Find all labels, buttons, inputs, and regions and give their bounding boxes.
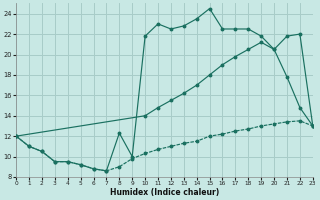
X-axis label: Humidex (Indice chaleur): Humidex (Indice chaleur) [110, 188, 219, 197]
